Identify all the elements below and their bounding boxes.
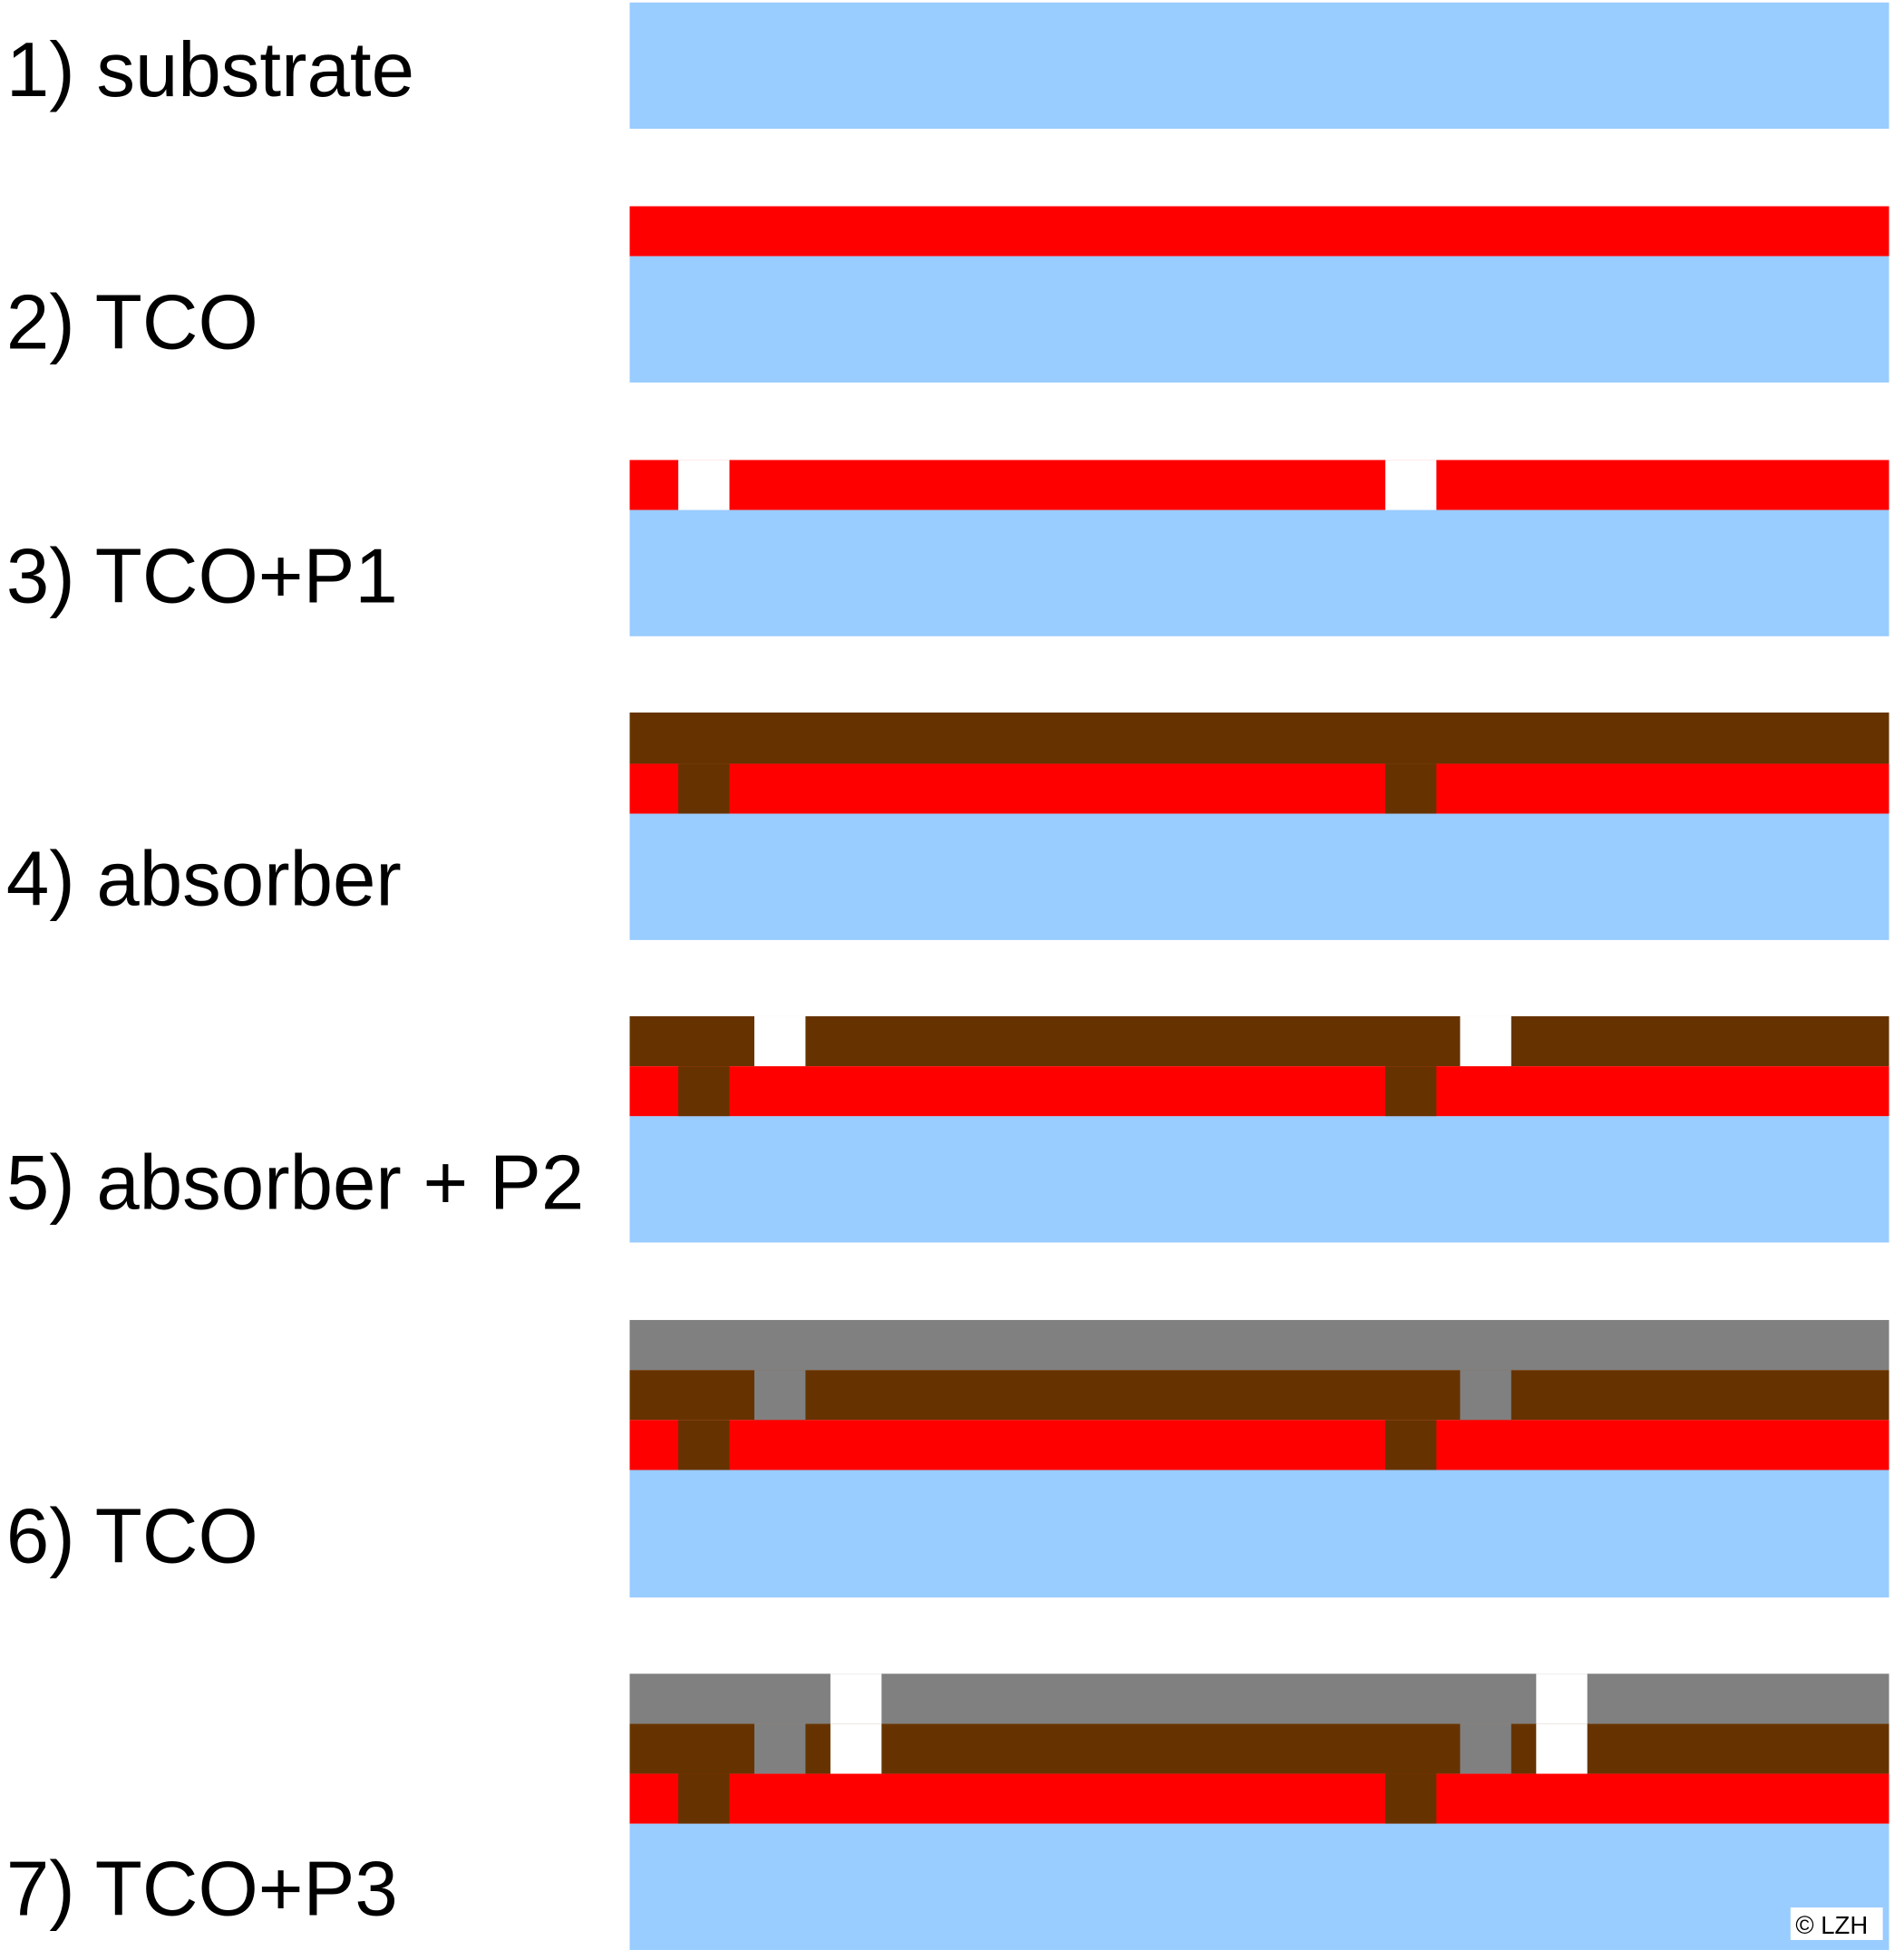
absorber xyxy=(629,1370,1889,1421)
absorber xyxy=(629,712,1889,764)
substrate xyxy=(629,2,1889,130)
p3-scribe xyxy=(1536,1723,1588,1774)
tco-back xyxy=(629,1674,1889,1724)
p2-scribe xyxy=(1460,1015,1511,1067)
substrate xyxy=(629,256,1889,383)
substrate xyxy=(629,813,1889,940)
step-label: 5) absorber + P2 xyxy=(6,1140,584,1226)
absorber-fill xyxy=(678,1420,730,1470)
absorber-fill xyxy=(1384,763,1437,814)
tco-front xyxy=(629,1420,1889,1470)
substrate xyxy=(629,1470,1889,1598)
step-label: 6) TCO xyxy=(6,1493,258,1579)
substrate xyxy=(629,1116,1889,1243)
p3-scribe xyxy=(830,1723,882,1774)
step-label: 3) TCO+P1 xyxy=(6,533,398,619)
absorber-fill xyxy=(1384,1773,1437,1824)
tco-back-fill xyxy=(754,1370,806,1421)
absorber-fill xyxy=(1384,1066,1437,1117)
absorber-fill xyxy=(678,1773,730,1824)
p1-scribe xyxy=(1384,460,1437,510)
absorber xyxy=(629,1015,1889,1067)
tco-back-fill xyxy=(754,1723,806,1774)
absorber-fill xyxy=(678,1066,730,1117)
absorber xyxy=(629,1723,1889,1774)
tco-back-fill xyxy=(1460,1370,1511,1421)
tco-front xyxy=(629,1773,1889,1824)
step-label: 2) TCO xyxy=(6,280,258,366)
tco-front xyxy=(629,206,1889,257)
copyright-box xyxy=(1790,1907,1883,1940)
layer-stack xyxy=(629,2,1889,1950)
p1-scribe xyxy=(678,460,730,510)
substrate xyxy=(629,1823,1889,1950)
tco-back-fill xyxy=(1460,1723,1511,1774)
absorber-fill xyxy=(1384,1420,1437,1470)
p2-scribe xyxy=(754,1015,806,1067)
step-label: 7) TCO+P3 xyxy=(6,1846,398,1932)
step-label: 4) absorber xyxy=(6,836,402,922)
p3-scribe xyxy=(830,1674,882,1724)
copyright: © LZH xyxy=(1795,1911,1868,1939)
absorber-fill xyxy=(678,763,730,814)
p3-scribe xyxy=(1536,1674,1588,1724)
tco-back xyxy=(629,1320,1889,1371)
step-label: 1) substrate xyxy=(6,27,414,113)
substrate xyxy=(629,509,1889,636)
tco-front xyxy=(629,1066,1889,1117)
tco-front xyxy=(629,763,1889,814)
tco-front xyxy=(629,460,1889,510)
